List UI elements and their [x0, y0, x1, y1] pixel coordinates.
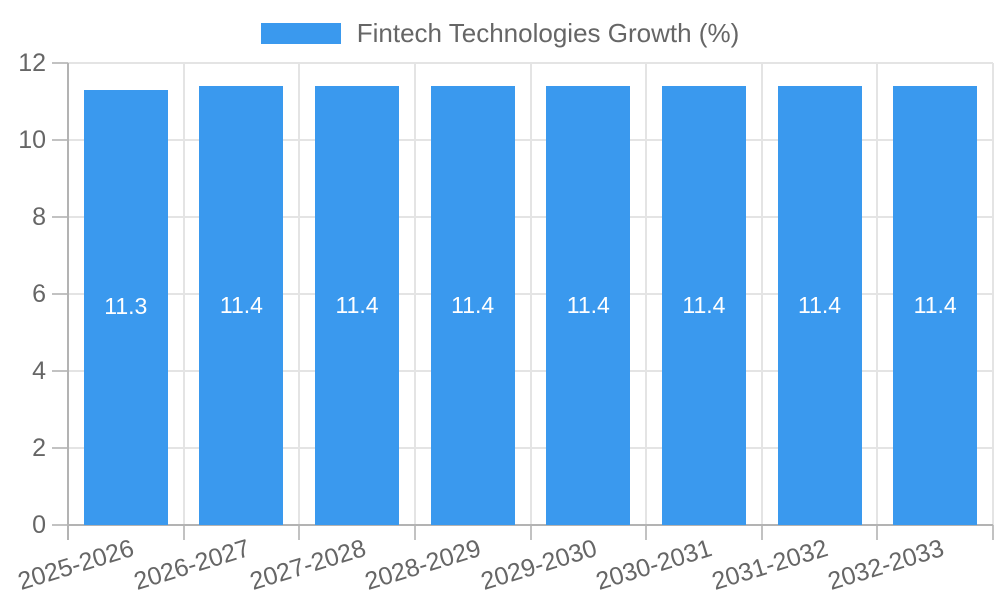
- y-tick-label: 12: [18, 49, 46, 77]
- y-tick-label: 2: [32, 434, 46, 462]
- x-tick-mark: [876, 525, 879, 540]
- x-gridline: [298, 63, 301, 525]
- bar-value-label: 11.4: [219, 291, 263, 318]
- y-tick-mark: [52, 216, 68, 218]
- bar-value-label: 11.4: [451, 291, 495, 318]
- bar-value-label: 11.4: [913, 291, 957, 318]
- x-tick-mark: [298, 525, 301, 540]
- bar-value-label: 11.4: [682, 291, 726, 318]
- x-gridline: [645, 63, 648, 525]
- x-gridline: [182, 63, 185, 525]
- y-tick-mark: [52, 447, 68, 449]
- bar[interactable]: [199, 86, 284, 525]
- x-tick-label: 2028-2029: [361, 534, 485, 596]
- x-gridline: [760, 63, 763, 525]
- bar[interactable]: [893, 86, 978, 525]
- y-tick-label: 0: [32, 511, 46, 539]
- y-tick-mark: [52, 139, 68, 141]
- x-tick-label: 2031-2032: [708, 534, 832, 596]
- x-gridline: [992, 63, 994, 525]
- x-tick-label: 2027-2028: [246, 534, 369, 596]
- y-tick-label: 8: [32, 203, 46, 231]
- x-tick-mark: [529, 525, 532, 540]
- bar[interactable]: [777, 86, 862, 525]
- bar[interactable]: [83, 89, 168, 525]
- legend-label: Fintech Technologies Growth (%): [356, 18, 740, 48]
- x-axis-line: [68, 524, 993, 526]
- bar-value-label: 11.4: [335, 291, 379, 318]
- bar-value-label: 11.3: [104, 293, 148, 320]
- y-tick-mark: [52, 524, 68, 526]
- x-tick-label: 2032-2033: [824, 534, 947, 596]
- bar[interactable]: [315, 86, 400, 525]
- x-gridline: [876, 63, 879, 525]
- legend-swatch: [260, 22, 341, 44]
- x-tick-mark: [645, 525, 648, 540]
- x-tick-label: 2026-2027: [130, 534, 254, 596]
- y-tick-mark: [52, 293, 68, 295]
- x-tick-mark: [413, 525, 416, 540]
- x-gridline: [413, 63, 416, 525]
- x-tick-label: 2025-2026: [14, 534, 138, 596]
- x-tick-label: 2030-2031: [593, 534, 716, 596]
- bar[interactable]: [546, 86, 631, 525]
- x-gridline: [529, 63, 532, 525]
- bar-value-label: 11.4: [566, 291, 610, 318]
- x-tick-mark: [182, 525, 185, 540]
- y-tick-label: 6: [32, 280, 46, 308]
- legend[interactable]: Fintech Technologies Growth (%): [0, 20, 1000, 46]
- y-tick-label: 10: [18, 126, 46, 154]
- bar-value-label: 11.4: [798, 291, 842, 318]
- y-tick-label: 4: [32, 357, 46, 385]
- y-tick-mark: [52, 62, 68, 64]
- y-axis-line: [67, 63, 69, 540]
- bar[interactable]: [430, 86, 515, 525]
- x-tick-label: 2029-2030: [477, 534, 600, 596]
- bar[interactable]: [661, 86, 746, 525]
- x-tick-mark: [760, 525, 763, 540]
- x-tick-mark: [992, 525, 994, 540]
- y-tick-mark: [52, 370, 68, 372]
